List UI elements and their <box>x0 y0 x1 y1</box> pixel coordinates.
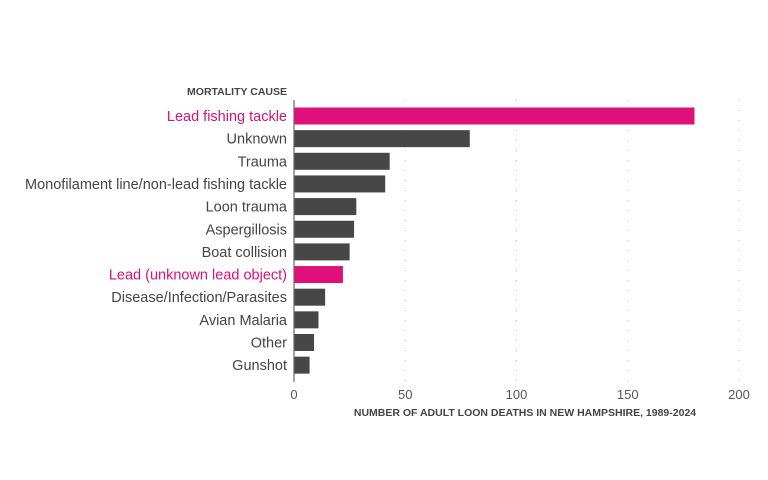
category-label: Lead (unknown lead object) <box>109 268 287 284</box>
category-label: Trauma <box>238 154 288 170</box>
x-tick-label: 100 <box>506 387 528 402</box>
bar-gunshot <box>294 356 310 374</box>
category-label: Other <box>251 336 287 352</box>
bar-aspergillosis <box>294 220 355 238</box>
category-label: Gunshot <box>232 358 287 374</box>
x-tick-label: 200 <box>728 387 750 402</box>
y-axis-title: MORTALITY CAUSE <box>187 86 287 98</box>
x-axis-title: NUMBER OF ADULT LOON DEATHS IN NEW HAMPS… <box>354 407 696 419</box>
x-tick-label: 50 <box>398 387 412 402</box>
bar-boat-collision <box>294 243 350 261</box>
category-label: Monofilament line/non-lead fishing tackl… <box>25 177 287 193</box>
category-label: Loon trauma <box>206 200 288 216</box>
x-tick-label: 0 <box>290 387 297 402</box>
category-label: Lead fishing tackle <box>167 109 287 125</box>
bar-other <box>294 334 315 351</box>
bar-disease-infection-parasites <box>294 288 326 306</box>
category-label: Avian Malaria <box>199 313 288 329</box>
bar-lead-unknown-lead-object- <box>294 266 343 284</box>
bar-lead-fishing-tackle <box>294 107 695 125</box>
bar-unknown <box>294 130 470 148</box>
category-label: Disease/Infection/Parasites <box>111 290 287 306</box>
category-label: Aspergillosis <box>206 222 287 238</box>
bar-monofilament-line-non-lead-fishing-tackle <box>294 175 386 193</box>
bar-loon-trauma <box>294 198 357 216</box>
x-tick-label: 150 <box>617 387 639 402</box>
category-label: Boat collision <box>202 245 287 261</box>
category-label: Unknown <box>227 132 287 148</box>
bar-avian-malaria <box>294 311 319 329</box>
bar-trauma <box>294 152 390 170</box>
